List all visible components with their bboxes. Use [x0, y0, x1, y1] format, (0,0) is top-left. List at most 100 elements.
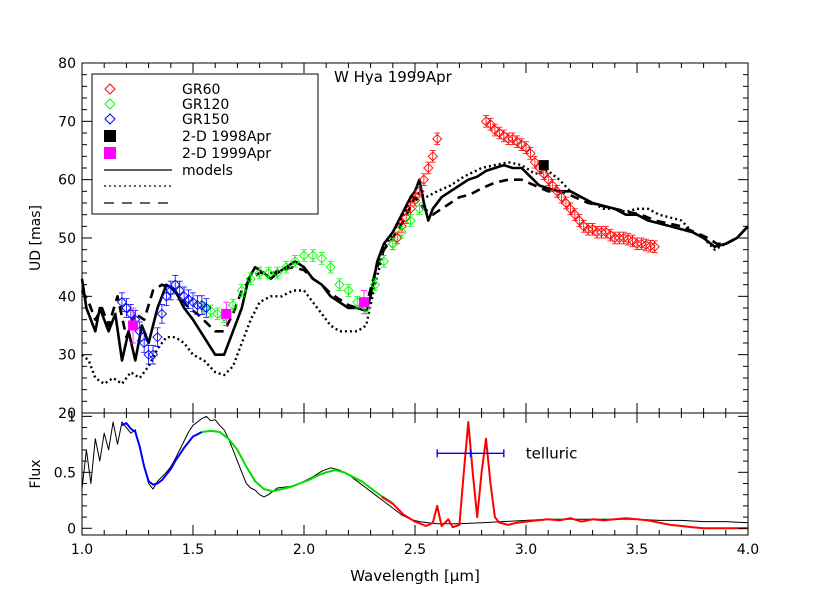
data-point-diamond [627, 235, 638, 247]
data-point-diamond [583, 224, 594, 235]
data-point-diamond [245, 273, 256, 284]
data-point-diamond [511, 136, 523, 147]
data-point-diamond [418, 174, 430, 185]
legend-marker-diamond [104, 98, 116, 110]
data-point-diamond [298, 250, 310, 261]
legend-marker-square [104, 147, 116, 159]
flux-curve [121, 422, 203, 486]
data-point-diamond [432, 133, 443, 144]
data-point-diamond [556, 192, 567, 203]
flux-y-tick-label: 0 [67, 521, 76, 537]
data-point-diamond [485, 119, 496, 130]
x-tick-label: 3.0 [515, 542, 537, 558]
data-point-diamond [543, 174, 554, 185]
data-point-diamond [201, 302, 212, 314]
data-point-diamond [414, 186, 425, 197]
legend-marker-diamond [104, 83, 116, 95]
data-point-diamond [414, 203, 425, 214]
data-point-diamond [139, 337, 150, 349]
data-point-square [358, 297, 369, 308]
data-point-square [538, 160, 549, 171]
ud-y-tick-label: 30 [58, 348, 76, 364]
data-point-diamond [161, 291, 172, 302]
data-point-diamond [591, 227, 603, 238]
data-point-diamond [498, 130, 509, 142]
flux-y-axis-label: Flux [28, 459, 44, 488]
data-point-diamond [609, 232, 620, 244]
data-point-diamond [574, 215, 585, 226]
data-point-diamond [281, 262, 292, 273]
data-point-diamond [236, 285, 247, 296]
data-point-diamond [569, 209, 580, 220]
x-tick-label: 2.5 [404, 542, 426, 558]
data-point-diamond [152, 332, 163, 343]
model-curve-dashed [80, 178, 749, 339]
x-tick-label: 2.0 [293, 542, 315, 558]
data-point-diamond [121, 302, 132, 314]
data-point-diamond [547, 180, 558, 191]
ud-plot-marks [80, 115, 749, 385]
data-point-diamond [147, 349, 159, 360]
data-point-diamond [409, 194, 421, 206]
data-point-diamond [178, 291, 190, 302]
data-point-diamond [480, 116, 492, 127]
flux-y-tick-label: 1 [67, 409, 76, 425]
legend-marker-diamond [104, 113, 116, 125]
data-point-diamond [227, 299, 239, 311]
data-point-diamond [649, 241, 660, 252]
telluric-label: telluric [526, 444, 578, 462]
flux-curve [201, 429, 394, 505]
legend-box [91, 73, 319, 215]
data-point-diamond [423, 162, 434, 174]
data-point-diamond [272, 267, 283, 279]
data-point-square [128, 320, 139, 331]
data-point-diamond [289, 256, 301, 267]
data-point-diamond [525, 148, 536, 159]
data-point-diamond [551, 186, 563, 197]
ud-panel: 20 30 40 50 60 70 80 W Hya 1999Apr UD [mas] GR… [28, 56, 749, 422]
data-point-diamond [378, 256, 390, 267]
x-tick-label: 1.5 [182, 542, 204, 558]
data-point-diamond [205, 305, 216, 317]
data-point-diamond [489, 124, 501, 136]
data-point-diamond [307, 250, 319, 261]
ud-y-tick-label: 40 [58, 289, 76, 305]
data-point-diamond [174, 285, 185, 296]
data-point-diamond [631, 238, 643, 249]
x-tick-label: 3.5 [626, 542, 648, 558]
data-point-diamond [334, 279, 345, 290]
legend-label: models [182, 163, 233, 179]
data-point-diamond [529, 157, 541, 168]
data-point-diamond [183, 294, 194, 305]
data-point-diamond [494, 127, 505, 139]
data-point-diamond [520, 142, 532, 153]
x-tick-label: 4.0 [737, 542, 759, 558]
data-point-diamond [316, 253, 327, 264]
ud-y-axis-label: UD [mas] [28, 205, 44, 271]
data-point-diamond [560, 197, 572, 209]
data-point-diamond [400, 212, 412, 223]
data-point-diamond [170, 279, 181, 290]
data-point-diamond [369, 279, 381, 290]
data-point-diamond [212, 308, 223, 319]
data-point-diamond [503, 133, 514, 144]
data-point-diamond [405, 203, 416, 214]
flux-axes: 0 0.5 1 1.0 1.5 2.0 2.5 3.0 3.5 4.0 [54, 409, 759, 558]
legend-label: GR120 [182, 97, 229, 113]
flux-panel-frame [81, 412, 749, 536]
data-point-diamond [405, 215, 416, 226]
data-point-diamond [538, 168, 549, 179]
data-point-diamond [427, 151, 438, 162]
data-point-diamond [578, 221, 589, 232]
legend-label: GR60 [182, 82, 220, 98]
data-point-diamond [187, 297, 199, 308]
data-point-diamond [196, 299, 208, 311]
data-point-diamond [254, 267, 265, 279]
data-point-diamond [392, 232, 403, 244]
flux-y-tick-label: 0.5 [54, 465, 76, 481]
legend-label: 2-D 1999Apr [182, 146, 271, 162]
data-point-diamond [165, 285, 176, 296]
data-point-diamond [507, 133, 518, 144]
